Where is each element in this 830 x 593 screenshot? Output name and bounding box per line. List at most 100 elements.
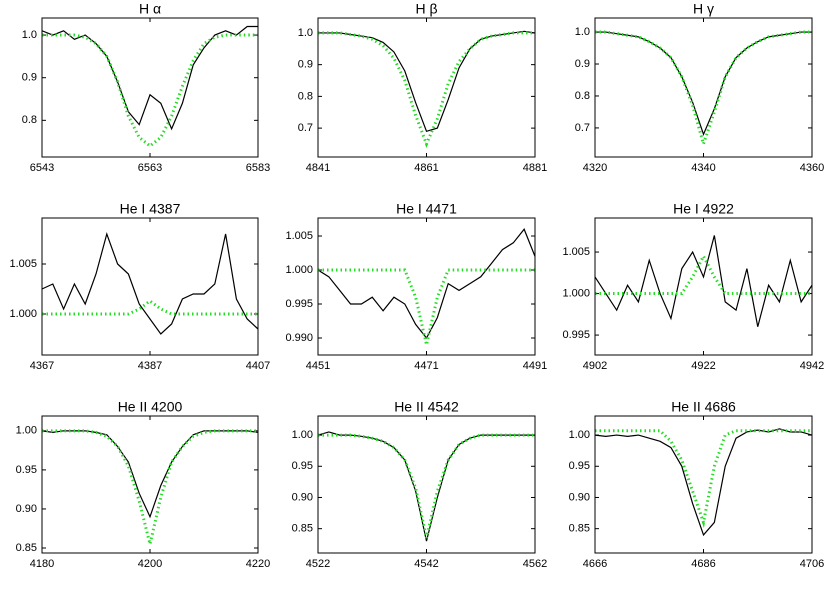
spectrum-line	[595, 31, 812, 136]
spectrum-line	[318, 431, 535, 542]
y-tick-label: 0.85	[569, 523, 590, 535]
plot-frame	[41, 415, 259, 554]
plot-frame	[594, 217, 813, 356]
panel-title: H α	[139, 1, 161, 17]
y-tick-label: 0.95	[292, 460, 313, 472]
x-tick-label: 4542	[414, 558, 438, 570]
y-tick-label: 0.8	[22, 114, 37, 126]
y-tick-label: 1.00	[569, 429, 590, 441]
x-tick-label: 4881	[523, 162, 547, 174]
y-tick-label: 0.90	[16, 503, 37, 515]
y-tick-label: 1.000	[9, 308, 37, 320]
spectrum-line	[595, 30, 812, 149]
x-tick-label: 4522	[306, 558, 330, 570]
y-tick-label: 0.90	[292, 491, 313, 503]
x-tick-label: 4407	[246, 360, 270, 372]
plot-frame	[41, 17, 259, 158]
x-tick-label: 4451	[306, 360, 330, 372]
x-tick-label: 4706	[800, 558, 824, 570]
spectrum-line	[318, 30, 535, 133]
panel: He I 4922 4902 4922 4942 0.995 1.000 1.005	[562, 201, 824, 372]
y-tick-label: 0.85	[16, 542, 37, 554]
spectrum-line	[318, 268, 535, 346]
x-tick-label: 6543	[30, 162, 54, 174]
spectrum-line	[318, 228, 535, 340]
y-tick-label: 1.00	[292, 429, 313, 441]
x-tick-label: 4922	[691, 360, 715, 372]
plot-frame	[317, 217, 536, 356]
x-tick-label: 4861	[414, 162, 438, 174]
x-tick-label: 4340	[691, 162, 715, 174]
y-tick-label: 0.995	[562, 329, 590, 341]
spectrum-line	[595, 252, 812, 296]
x-tick-label: 4387	[138, 360, 162, 372]
y-tick-label: 0.90	[569, 491, 590, 503]
x-tick-label: 4491	[523, 360, 547, 372]
plot-frame	[594, 17, 813, 158]
y-tick-label: 0.9	[298, 59, 313, 71]
plot-frame	[317, 415, 536, 554]
spectrum-line	[42, 429, 258, 545]
y-tick-label: 1.00	[16, 425, 37, 437]
panel-title: H β	[415, 1, 437, 17]
panel-title: He II 4686	[671, 399, 736, 415]
plot-frame	[594, 415, 813, 554]
y-tick-label: 0.85	[292, 523, 313, 535]
y-tick-label: 1.000	[562, 287, 590, 299]
panel-title: He I 4922	[673, 201, 734, 217]
y-tick-label: 0.995	[285, 298, 313, 310]
y-tick-label: 1.0	[575, 26, 590, 38]
x-tick-label: 6563	[138, 162, 162, 174]
y-tick-label: 0.8	[298, 90, 313, 102]
panel-title: He I 4387	[120, 201, 181, 217]
plot-frame	[41, 217, 259, 356]
panel: He II 4542 4522 4542 4562 0.85 0.90 0.95 1.00	[292, 399, 548, 570]
panel-title: He II 4200	[118, 399, 183, 415]
panel: He I 4471 4451 4471 4491 0.990 0.995 1.000 1.00…	[285, 201, 547, 372]
spectrum-line	[595, 235, 812, 327]
panel: H α 6543 6563 6583 0.8 0.9 1.0	[22, 1, 271, 174]
y-tick-label: 0.9	[22, 72, 37, 84]
x-tick-label: 4841	[306, 162, 330, 174]
plot-frame	[317, 17, 536, 158]
y-tick-label: 1.0	[298, 27, 313, 39]
y-tick-label: 0.7	[298, 122, 313, 134]
x-tick-label: 4367	[30, 360, 54, 372]
x-tick-label: 4220	[246, 558, 270, 570]
x-tick-label: 6583	[246, 162, 270, 174]
y-tick-label: 1.0	[22, 29, 37, 41]
spectrum-line	[595, 428, 812, 537]
x-tick-label: 4686	[691, 558, 715, 570]
spectrum-line	[318, 31, 535, 148]
x-tick-label: 4320	[583, 162, 607, 174]
x-tick-label: 4200	[138, 558, 162, 570]
spectrum-line	[42, 299, 258, 316]
x-tick-label: 4360	[800, 162, 824, 174]
y-tick-label: 0.8	[575, 90, 590, 102]
panel: H γ 4320 4340 4360 0.7 0.8 0.9 1.0	[575, 1, 825, 174]
x-tick-label: 4562	[523, 558, 547, 570]
x-tick-label: 4180	[30, 558, 54, 570]
panel: He II 4686 4666 4686 4706 0.85 0.90 0.95 1.00	[569, 399, 825, 570]
x-tick-label: 4942	[800, 360, 824, 372]
spectrum-line	[42, 430, 258, 519]
y-tick-label: 0.7	[575, 122, 590, 134]
y-tick-label: 0.95	[16, 464, 37, 476]
y-tick-label: 1.005	[285, 230, 313, 242]
panel-title: He I 4471	[396, 201, 457, 217]
panel-title: H γ	[693, 1, 714, 17]
spectrum-line	[42, 33, 258, 148]
panel: He I 4387 4367 4387 4407 1.000 1.005	[9, 201, 270, 372]
y-tick-label: 0.95	[569, 460, 590, 472]
y-tick-label: 1.000	[285, 264, 313, 276]
panel-title: He II 4542	[394, 399, 459, 415]
x-tick-label: 4471	[414, 360, 438, 372]
spectrum-line	[595, 429, 812, 529]
y-tick-label: 0.9	[575, 58, 590, 70]
x-tick-label: 4902	[583, 360, 607, 372]
spectrum-line	[42, 25, 258, 131]
panel: H β 4841 4861 4881 0.7 0.8 0.9 1.0	[298, 1, 548, 174]
spectrum-line	[318, 433, 535, 539]
spectrum-line	[42, 232, 258, 335]
